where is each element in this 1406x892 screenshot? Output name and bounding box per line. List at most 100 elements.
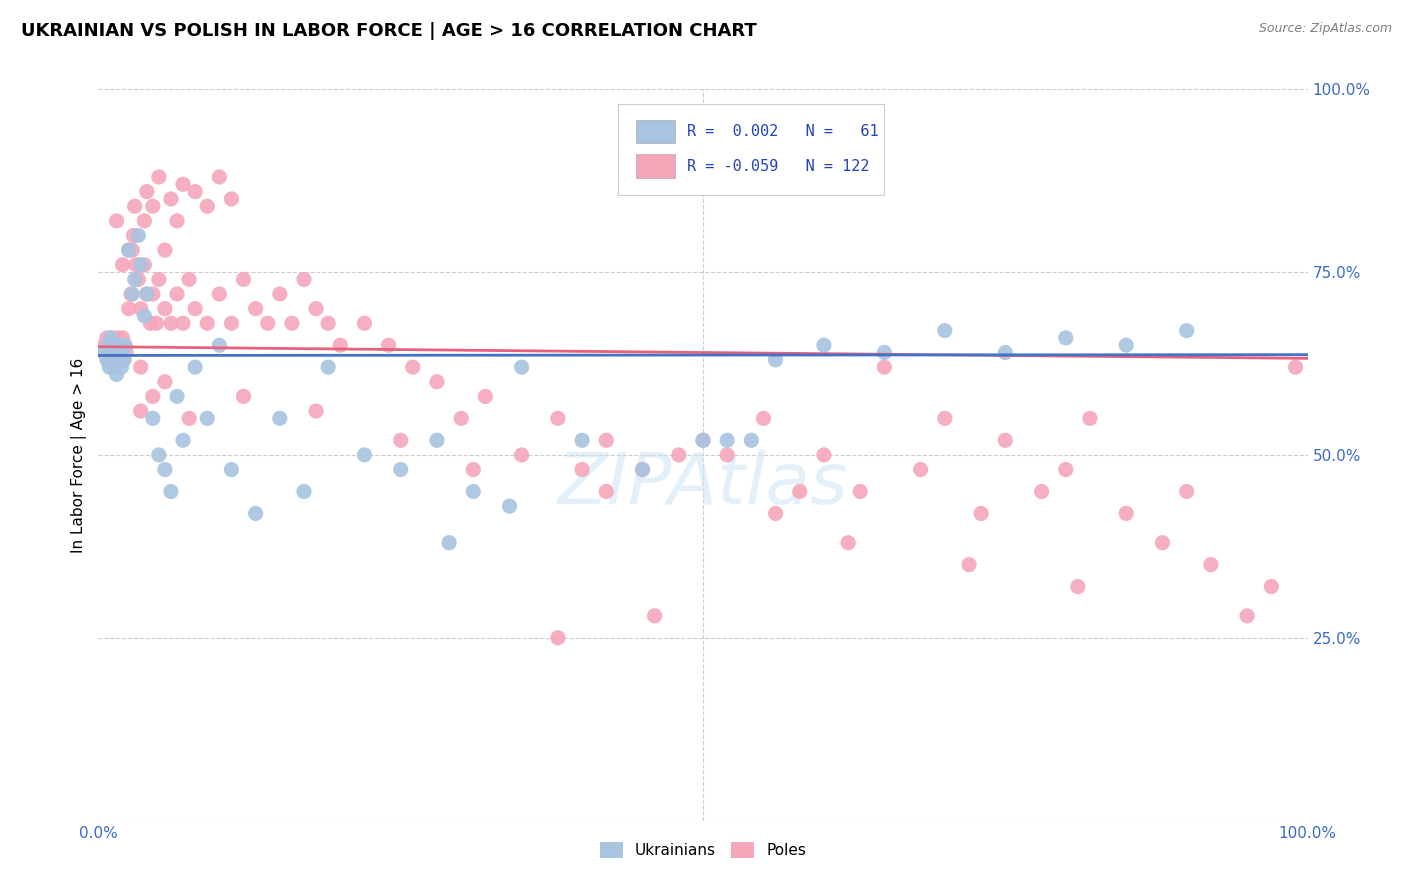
Point <box>101 352 124 367</box>
Point <box>120 287 142 301</box>
Point <box>107 345 129 359</box>
Point <box>105 352 128 367</box>
Point <box>153 375 176 389</box>
Point <box>160 484 183 499</box>
Point <box>208 287 231 301</box>
Point <box>377 338 399 352</box>
Point <box>595 434 617 448</box>
Point <box>668 448 690 462</box>
Point <box>172 178 194 192</box>
Point <box>114 338 136 352</box>
Point <box>172 434 194 448</box>
Point <box>765 507 787 521</box>
Point <box>166 214 188 228</box>
Point <box>100 352 122 367</box>
Point <box>153 243 176 257</box>
Point <box>292 272 315 286</box>
Point <box>160 192 183 206</box>
Point <box>100 338 122 352</box>
Point <box>1115 507 1137 521</box>
Point <box>96 331 118 345</box>
Point <box>232 389 254 403</box>
Point <box>245 301 267 316</box>
Point <box>97 352 120 367</box>
Point <box>127 272 149 286</box>
Point <box>98 345 121 359</box>
Point <box>510 360 533 375</box>
Point <box>125 258 148 272</box>
Point <box>101 338 124 352</box>
Point <box>316 360 339 375</box>
Point <box>498 499 520 513</box>
Point <box>837 535 859 549</box>
Point <box>93 338 115 352</box>
Point <box>103 360 125 375</box>
Point <box>631 462 654 476</box>
Point <box>463 462 485 476</box>
Point <box>108 352 131 367</box>
Point <box>329 338 352 352</box>
Point <box>145 316 167 330</box>
Point <box>692 434 714 448</box>
Point <box>142 287 165 301</box>
Point <box>221 462 243 476</box>
Point <box>426 434 449 448</box>
Point <box>426 375 449 389</box>
Point <box>813 448 835 462</box>
Point <box>256 316 278 330</box>
Point <box>970 507 993 521</box>
Point <box>129 258 152 272</box>
Point <box>100 331 122 345</box>
Point <box>269 411 291 425</box>
Point <box>127 228 149 243</box>
Point <box>108 352 131 367</box>
Point <box>571 462 593 476</box>
Point <box>389 434 412 448</box>
Point <box>692 434 714 448</box>
Point <box>97 338 120 352</box>
Point <box>114 338 136 352</box>
Point <box>269 287 291 301</box>
Point <box>134 258 156 272</box>
Point <box>957 558 980 572</box>
Point <box>1199 558 1222 572</box>
Point <box>221 316 243 330</box>
Point <box>184 301 207 316</box>
Point <box>994 345 1017 359</box>
Point <box>1031 484 1053 499</box>
Point <box>121 287 143 301</box>
Point <box>789 484 811 499</box>
Point <box>107 345 129 359</box>
Point <box>104 352 127 367</box>
Point <box>179 272 201 286</box>
Y-axis label: In Labor Force | Age > 16: In Labor Force | Age > 16 <box>70 358 87 552</box>
Point <box>112 352 135 367</box>
Point <box>1152 535 1174 549</box>
Point <box>108 338 131 352</box>
Point <box>148 448 170 462</box>
Point <box>115 345 138 359</box>
Point <box>142 199 165 213</box>
Point <box>118 243 141 257</box>
Point <box>139 316 162 330</box>
Point <box>232 272 254 286</box>
Point <box>142 411 165 425</box>
Point <box>110 360 132 375</box>
Text: UKRAINIAN VS POLISH IN LABOR FORCE | AGE > 16 CORRELATION CHART: UKRAINIAN VS POLISH IN LABOR FORCE | AGE… <box>21 22 756 40</box>
Point <box>179 411 201 425</box>
Point <box>1260 580 1282 594</box>
Point <box>208 338 231 352</box>
Point <box>94 345 117 359</box>
Point <box>873 345 896 359</box>
Point <box>105 214 128 228</box>
Point <box>221 192 243 206</box>
Point <box>195 316 218 330</box>
Point <box>463 484 485 499</box>
Point <box>100 345 122 359</box>
Point <box>1284 360 1306 375</box>
Point <box>849 484 872 499</box>
Point <box>118 301 141 316</box>
Point <box>510 448 533 462</box>
Point <box>121 243 143 257</box>
Point <box>124 272 146 286</box>
